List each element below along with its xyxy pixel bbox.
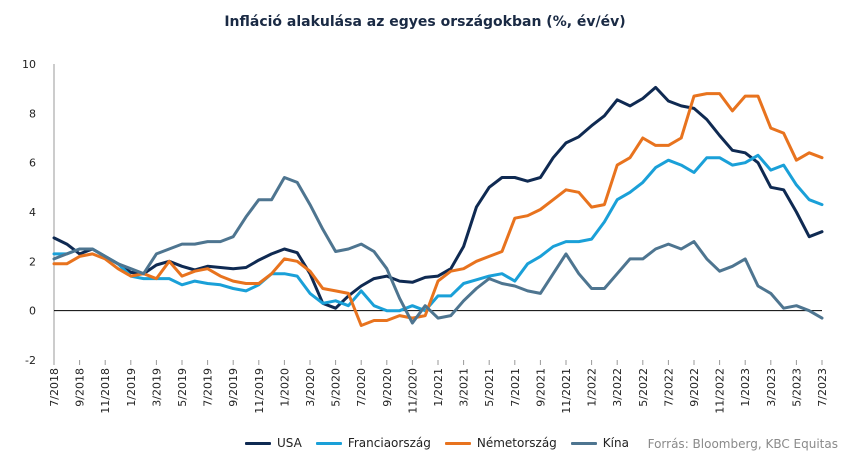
series-line-2 bbox=[52, 92, 824, 327]
x-tick-label: 5/2022 bbox=[637, 368, 650, 407]
x-tick-label: 7/2019 bbox=[202, 368, 215, 407]
legend-item-usa: USA bbox=[245, 436, 302, 450]
x-tick-label: 3/2020 bbox=[304, 368, 317, 407]
legend-label-franciaorszag: Franciaország bbox=[347, 436, 431, 450]
x-tick-label: 7/2022 bbox=[662, 368, 675, 407]
x-tick-label: 1/2019 bbox=[125, 368, 138, 407]
x-tick-label: 5/2020 bbox=[330, 368, 343, 407]
x-tick-label: 7/2023 bbox=[816, 368, 829, 407]
legend-label-usa: USA bbox=[277, 436, 302, 450]
x-tick-label: 3/2022 bbox=[611, 368, 624, 407]
legend-item-nemetorszag: Németország bbox=[444, 436, 557, 450]
legend-swatch-kina bbox=[570, 441, 597, 445]
legend-swatch-franciaorszag bbox=[315, 441, 342, 445]
x-tick-label: 1/2023 bbox=[739, 368, 752, 407]
series-line-3 bbox=[52, 176, 824, 325]
x-tick-label: 9/2022 bbox=[688, 368, 701, 407]
legend: USA Franciaország Németország Kína bbox=[245, 436, 643, 450]
chart-title: Infláció alakulása az egyes országokban … bbox=[224, 14, 626, 30]
series-line-0 bbox=[52, 85, 824, 310]
y-tick-label: 4 bbox=[29, 206, 36, 219]
x-tick-label: 9/2018 bbox=[74, 368, 87, 407]
legend-item-kina: Kína bbox=[570, 436, 629, 450]
y-tick-label: 10 bbox=[22, 58, 36, 71]
y-tick-label: 6 bbox=[29, 157, 36, 170]
x-tick-label: 1/2021 bbox=[432, 368, 445, 407]
x-tick-label: 11/2018 bbox=[99, 368, 112, 414]
x-tick-label: 3/2019 bbox=[150, 368, 163, 407]
legend-label-nemetorszag: Németország bbox=[476, 436, 557, 450]
y-tick-label: -2 bbox=[25, 354, 36, 367]
x-tick-label: 5/2021 bbox=[483, 368, 496, 407]
x-tick-label: 11/2022 bbox=[714, 368, 727, 414]
x-tick-label: 3/2023 bbox=[765, 368, 778, 407]
x-tick-label: 7/2021 bbox=[509, 368, 522, 407]
x-tick-label: 1/2022 bbox=[586, 368, 599, 407]
source-note: Forrás: Bloomberg, KBC Equitas bbox=[647, 437, 838, 451]
x-tick-label: 9/2020 bbox=[381, 368, 394, 407]
x-tick-label: 7/2018 bbox=[48, 368, 61, 407]
x-tick-label: 7/2020 bbox=[355, 368, 368, 407]
x-tick-label: 11/2020 bbox=[406, 368, 419, 414]
x-tick-label: 3/2021 bbox=[458, 368, 471, 407]
y-tick-label: 0 bbox=[29, 305, 36, 318]
x-tick-label: 5/2019 bbox=[176, 368, 189, 407]
legend-swatch-usa bbox=[245, 441, 271, 445]
legend-label-kina: Kína bbox=[602, 436, 629, 450]
legend-item-franciaorszag: Franciaország bbox=[315, 436, 431, 450]
legend-swatch-nemetorszag bbox=[444, 441, 471, 445]
series-line-1 bbox=[52, 153, 824, 313]
x-tick-label: 11/2019 bbox=[253, 368, 266, 414]
x-tick-label: 1/2020 bbox=[278, 368, 291, 407]
x-tick-label: 9/2021 bbox=[534, 368, 547, 407]
y-tick-label: 8 bbox=[29, 107, 36, 120]
x-tick-label: 11/2021 bbox=[560, 368, 573, 414]
x-tick-label: 5/2023 bbox=[790, 368, 803, 407]
y-tick-label: 2 bbox=[29, 255, 36, 268]
x-tick-label: 9/2019 bbox=[227, 368, 240, 407]
